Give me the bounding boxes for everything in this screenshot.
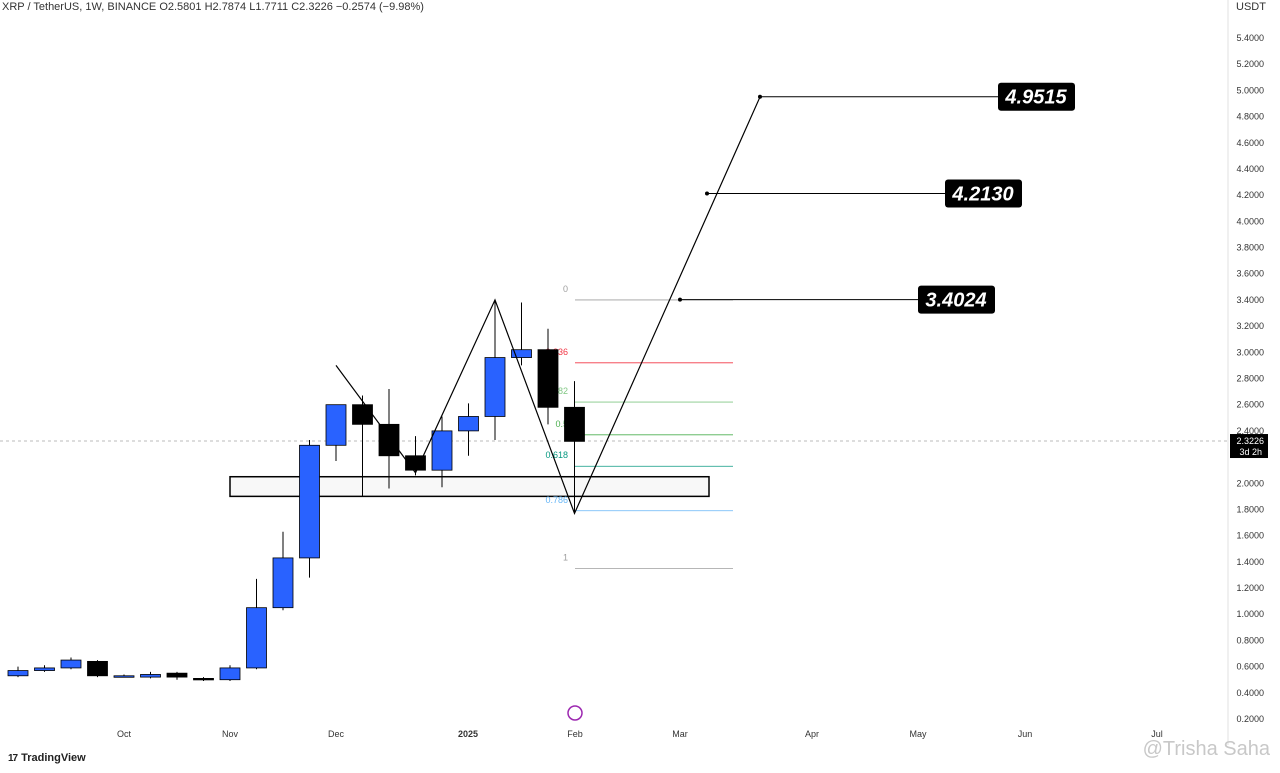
projection-zigzag [335,96,761,515]
fib-level-label: 1 [563,552,568,562]
x-tick-label: May [909,729,927,739]
fib-level-label: 0.618 [545,450,568,460]
x-tick-label: Feb [567,729,583,739]
y-tick-label: 1.4000 [1236,557,1264,567]
y-tick-label: 3.8000 [1236,243,1264,253]
tv-logo-text: TradingView [21,752,86,764]
candle-up [113,675,135,678]
y-tick-label: 0.4000 [1236,688,1264,698]
event-icon [567,705,583,721]
target-label: 4.2130 [951,183,1013,205]
x-tick-label: Mar [672,729,688,739]
target-badge [945,179,1022,208]
candle-up [272,557,294,609]
y-tick-label: 3.4000 [1236,295,1264,305]
candle-down [537,349,559,408]
y-tick-label: 0.2000 [1236,714,1264,724]
candle-up [484,357,506,417]
x-tick-label: Jun [1018,729,1033,739]
candle-up [7,670,29,677]
candle-up [34,667,55,671]
candle-up [140,674,161,678]
y-tick-label: 3.2000 [1236,321,1264,331]
candle-up [458,416,479,432]
fib-level-label: 0 [563,284,568,294]
y-tick-label: 5.2000 [1236,59,1264,69]
x-tick-label: 2025 [458,729,478,739]
tv-logo-icon: 17 [8,752,18,764]
last-price-badge [1230,434,1268,459]
y-tick-label: 4.4000 [1236,164,1264,174]
bar-countdown: 3d 2h [1239,447,1262,457]
watermark: @Trisha Saha [1142,738,1270,760]
candle-up [246,607,267,669]
candle-down [564,406,585,442]
target-label: 3.4024 [925,290,986,312]
candle-up [299,444,320,559]
fib-level-label: 0.786 [545,495,568,505]
y-tick-label: 1.8000 [1236,504,1264,514]
y-tick-label: 0.6000 [1236,662,1264,672]
y-tick-label: 3.6000 [1236,269,1264,279]
x-tick-label: Jul [1151,729,1163,739]
candle-down [378,423,400,457]
candle-up [325,404,347,446]
symbol-header: XRP / TetherUS, 1W, BINANCE O2.5801 H2.7… [2,1,424,13]
candle-down [193,678,214,681]
y-tick-label: 2.0000 [1236,478,1264,488]
x-tick-label: Oct [117,729,132,739]
y-tick-label: 4.0000 [1236,216,1264,226]
target-badge [918,285,995,314]
x-tick-label: Apr [805,729,819,739]
candle-down [352,404,373,425]
y-tick-label: 2.6000 [1236,400,1264,410]
target-point [758,94,762,99]
tradingview-logo[interactable]: 17 TradingView [8,752,86,764]
candle-up [431,430,453,471]
y-tick-label: 1.6000 [1236,531,1264,541]
x-tick-label: Dec [328,729,345,739]
candle-down [166,672,188,678]
y-tick-label: 4.8000 [1236,112,1264,122]
y-tick-label: 5.0000 [1236,85,1264,95]
y-tick-label: 5.4000 [1236,33,1264,43]
currency-label: USDT [1236,1,1266,13]
candle-up [219,667,241,681]
y-tick-label: 1.0000 [1236,609,1264,619]
y-tick-label: 2.8000 [1236,374,1264,384]
target-point [705,191,709,196]
candle-up [511,349,532,358]
y-tick-label: 3.0000 [1236,347,1264,357]
y-tick-label: 4.2000 [1236,190,1264,200]
target-label: 4.9515 [1004,87,1067,109]
y-tick-label: 0.8000 [1236,635,1264,645]
candle-down [87,660,108,677]
target-badge [998,82,1075,111]
y-tick-label: 1.2000 [1236,583,1264,593]
target-point [678,297,682,302]
y-tick-label: 4.6000 [1236,138,1264,148]
y-tick-label: 2.4000 [1236,426,1264,436]
fib-level-label: 0.5 [555,419,568,429]
candle-up [60,659,82,669]
last-price-value: 2.3226 [1236,436,1264,446]
x-tick-label: Nov [222,729,239,739]
